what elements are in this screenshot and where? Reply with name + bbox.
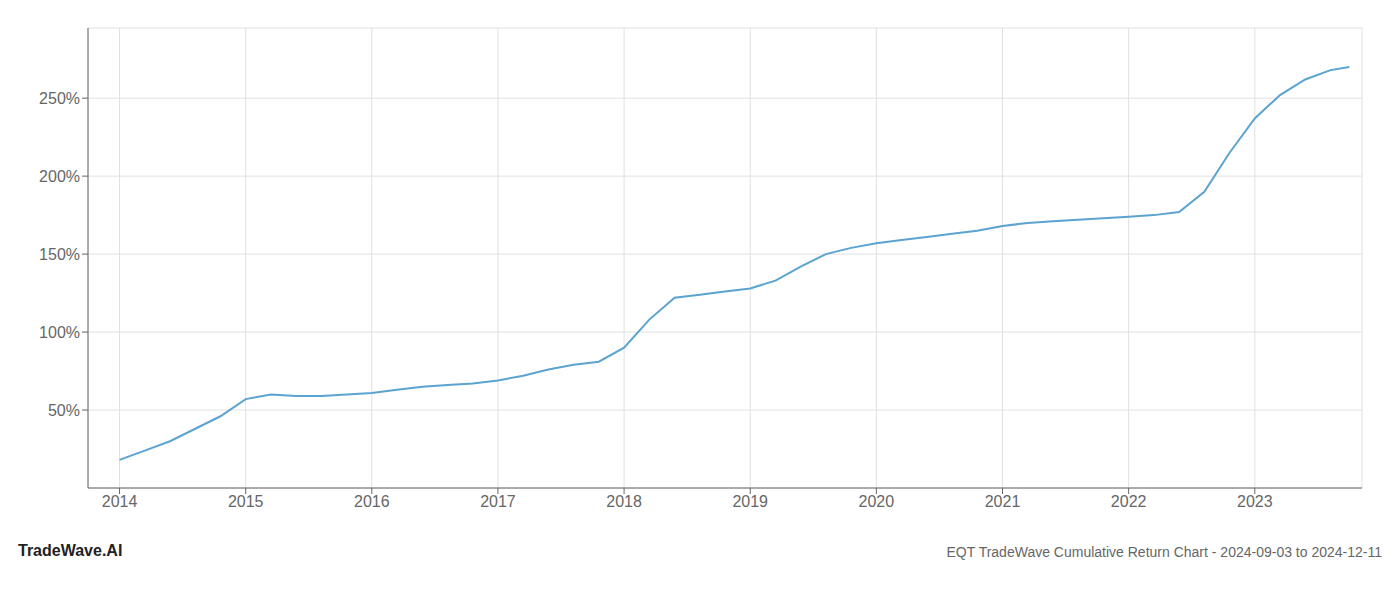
svg-text:2021: 2021	[985, 493, 1021, 510]
svg-text:2017: 2017	[480, 493, 516, 510]
svg-text:2020: 2020	[859, 493, 895, 510]
html-text:EQT TradeWave Cumulative Retur: EQT TradeWave Cumulative Return Chart - …	[946, 544, 1382, 560]
svg-text:100%: 100%	[39, 324, 80, 341]
svg-text:2019: 2019	[732, 493, 768, 510]
svg-text:50%: 50%	[48, 402, 80, 419]
svg-text:250%: 250%	[39, 90, 80, 107]
svg-text:2023: 2023	[1237, 493, 1273, 510]
svg-text:2015: 2015	[228, 493, 264, 510]
html-text:TradeWave.AI: TradeWave.AI	[18, 542, 123, 559]
svg-text:200%: 200%	[39, 168, 80, 185]
svg-text:2016: 2016	[354, 493, 390, 510]
svg-text:2022: 2022	[1111, 493, 1147, 510]
svg-text:150%: 150%	[39, 246, 80, 263]
svg-text:2014: 2014	[102, 493, 138, 510]
svg-text:2018: 2018	[606, 493, 642, 510]
